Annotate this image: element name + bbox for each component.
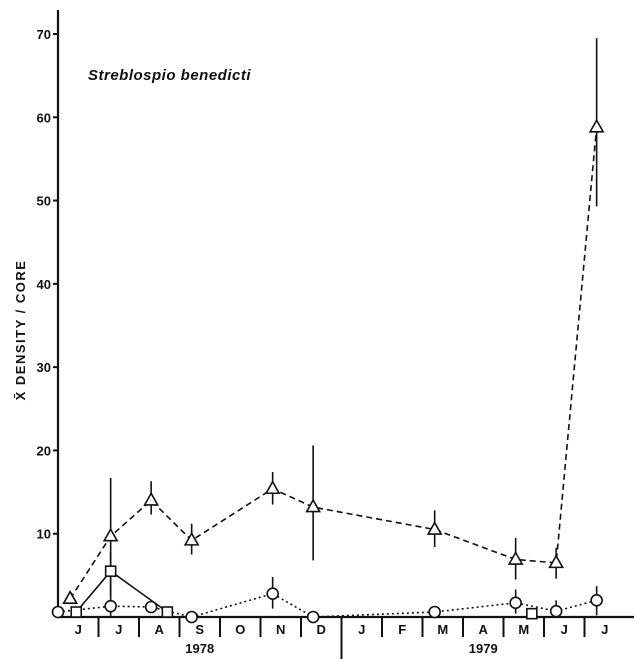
data-point-circle [104, 599, 117, 613]
data-point-triangle [305, 498, 322, 513]
y-tick-label: 40 [37, 277, 51, 292]
x-month-label: M [518, 622, 529, 637]
data-point-circle [266, 587, 279, 600]
data-point-circle [144, 600, 158, 614]
series-circle [51, 552, 603, 624]
data-point-circle [509, 596, 522, 610]
x-month-label: D [317, 622, 326, 637]
x-month-label: J [601, 622, 608, 637]
data-point-triangle [548, 554, 565, 569]
x-month-label: M [437, 622, 448, 637]
x-year-label: 1978 [185, 641, 214, 656]
x-month-label: O [235, 622, 245, 637]
data-point-square [526, 607, 538, 620]
chart-title: Streblospio benedicti [88, 67, 251, 84]
data-point-triangle [183, 531, 200, 546]
data-point-square [161, 606, 174, 618]
data-point-triangle [143, 491, 160, 506]
y-tick-label: 10 [37, 527, 51, 542]
data-point-triangle [102, 527, 119, 542]
x-month-label: J [561, 622, 568, 637]
series-square [70, 565, 174, 618]
series-line [69, 127, 598, 600]
y-tick-label: 70 [37, 27, 51, 42]
x-month-label: N [276, 622, 285, 637]
x-month-label: J [115, 622, 122, 637]
series-square [526, 607, 538, 620]
data-point-circle [51, 605, 65, 619]
axes: 10 20 30 40 50 60 70 J J A S O N D J F M A M J J 1978 1979 [37, 10, 634, 659]
x-month-label: F [398, 622, 406, 637]
series-triangle [62, 38, 605, 604]
x-month-label: A [479, 622, 489, 637]
y-tick-label: 50 [37, 194, 51, 209]
data-point-triangle [588, 118, 605, 133]
y-axis-label: X̄ DENSITY / CORE [13, 260, 28, 401]
x-year-label: 1979 [469, 641, 498, 656]
data-point-square [70, 606, 83, 618]
data-point-triangle [264, 480, 281, 495]
data-point-triangle [62, 590, 79, 604]
data-point-triangle [507, 550, 524, 565]
x-month-label: J [358, 622, 365, 637]
y-tick-label: 60 [37, 110, 51, 125]
x-month-label: A [155, 622, 165, 637]
y-tick-label: 30 [37, 360, 51, 375]
series-layer [51, 38, 605, 624]
y-tick-label: 20 [37, 443, 51, 458]
x-month-label: J [75, 622, 82, 637]
data-point-circle [590, 594, 603, 607]
x-month-label: S [195, 622, 204, 637]
data-point-square [104, 565, 117, 577]
data-point-circle [185, 610, 198, 624]
series-line [57, 592, 597, 618]
data-point-triangle [426, 520, 443, 535]
data-point-circle [428, 605, 441, 619]
data-point-circle [306, 610, 320, 624]
data-point-circle [549, 604, 563, 618]
